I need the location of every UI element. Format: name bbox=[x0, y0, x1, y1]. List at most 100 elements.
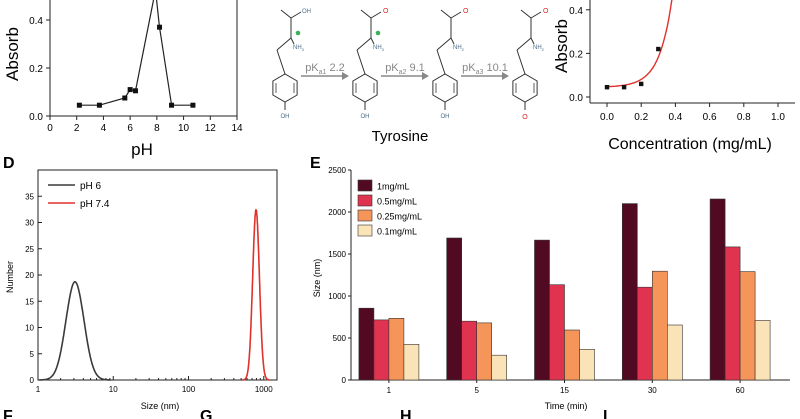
panel-label-h: H bbox=[400, 408, 412, 419]
panel-c-x-tick-label: 0.0 bbox=[600, 112, 614, 123]
panel-e-y-tick-label: 1000 bbox=[328, 292, 346, 301]
panel-c-point bbox=[621, 84, 627, 90]
pka-arrow-2: pKa2 9.1 bbox=[381, 62, 429, 80]
bond bbox=[290, 37, 295, 45]
panel-a-point bbox=[157, 24, 163, 30]
pka-arrows: pKa1 2.2 pKa2 9.1 pKa3 10.1 bbox=[301, 62, 509, 80]
panel-a-point bbox=[76, 102, 82, 108]
amine-group: NH3 bbox=[373, 45, 385, 52]
bond bbox=[436, 37, 452, 51]
panel-d-y-tick-label: 15 bbox=[25, 297, 34, 306]
panel-c-x-tick-label: 1.0 bbox=[771, 112, 785, 123]
panel-label-g: G bbox=[200, 408, 212, 419]
panel-c-y-ticks: 0.0 0.2 0.4 bbox=[569, 6, 590, 104]
panel-e-bar bbox=[373, 319, 390, 381]
charge-marker bbox=[295, 30, 301, 36]
phenol-oh: OH bbox=[361, 114, 370, 120]
panel-c-fit-curve bbox=[606, 0, 673, 88]
panel-a-y-ticks: 0.0 0.2 0.4 bbox=[29, 16, 50, 123]
panel-d-y-tick-label: 25 bbox=[25, 245, 34, 254]
panel-e-y-tick-label: 2500 bbox=[328, 166, 346, 175]
panel-e-y-tick-label: 500 bbox=[333, 334, 347, 343]
panel-e-y-label: Size (nm) bbox=[312, 259, 322, 298]
bond bbox=[370, 11, 382, 19]
panel-e-x-ticks: 1 5 15 30 60 bbox=[387, 380, 745, 395]
panel-d-y-tick-label: 30 bbox=[25, 219, 34, 228]
legend-label-ph6: pH 6 bbox=[80, 181, 102, 192]
panel-c-x-label: Concentration (mg/mL) bbox=[608, 136, 772, 153]
panel-c-y-label: Absorb bbox=[552, 19, 571, 73]
bond bbox=[516, 37, 532, 51]
panel-c-points bbox=[604, 46, 661, 90]
bond bbox=[530, 11, 542, 19]
panel-a-y-tick-label: 0.4 bbox=[29, 16, 43, 27]
panel-e-bar bbox=[491, 354, 508, 381]
panel-c-point bbox=[639, 81, 644, 87]
panel-e-bar bbox=[549, 284, 565, 381]
benzene-ring bbox=[352, 73, 378, 103]
panel-e-bar bbox=[724, 246, 741, 381]
panel-e-legend: 1mg/mL 0.5mg/mL 0.25mg/mL 0.1mg/mL bbox=[357, 179, 422, 237]
tyrosine-label: Tyrosine bbox=[372, 128, 429, 145]
panel-a-point bbox=[190, 102, 196, 108]
legend-label-ph74: pH 7.4 bbox=[80, 199, 110, 210]
panel-e-bar bbox=[388, 317, 405, 381]
panel-a-y-tick-label: 0.0 bbox=[29, 112, 43, 123]
panel-d-legend: pH 6 pH 7.4 bbox=[48, 181, 110, 210]
panel-c-point bbox=[656, 46, 661, 52]
phenolate-o: O bbox=[522, 114, 528, 121]
panel-e-x-label: Time (min) bbox=[545, 401, 588, 411]
panel-e-x-tick-label: 5 bbox=[474, 386, 479, 395]
panel-d-y-ticks: 0 5 10 15 20 25 30 35 bbox=[25, 192, 42, 385]
panel-c: 0.0 0.2 0.4 0.6 0.8 1.0 0.0 0.2 0.4 Absorb Conc… bbox=[552, 0, 795, 153]
panel-d-curves bbox=[38, 208, 270, 381]
panel-d-frame bbox=[37, 169, 278, 381]
panel-e-y-tick-label: 1500 bbox=[328, 250, 346, 259]
panel-e-bar bbox=[446, 237, 463, 381]
panel-a-x-tick-label: 10 bbox=[178, 123, 190, 134]
legend-swatch bbox=[357, 209, 373, 222]
bond bbox=[450, 37, 455, 45]
amine-subscript: 2 bbox=[542, 47, 545, 52]
panel-e-y-ticks: 0 500 1000 1500 2000 2500 bbox=[328, 166, 351, 385]
panel-e-bar bbox=[651, 270, 668, 381]
panel-d-curve-ph74 bbox=[242, 208, 270, 381]
amine-subscript: 2 bbox=[462, 47, 465, 52]
panel-e-x-tick-label: 1 bbox=[387, 386, 392, 395]
panel-d-y-tick-label: 35 bbox=[25, 192, 34, 201]
panel-label-f: F bbox=[3, 408, 13, 419]
panel-e-bar bbox=[709, 198, 726, 381]
panel-a-y-tick-label: 0.2 bbox=[29, 64, 43, 75]
arrow-head bbox=[342, 72, 349, 80]
legend-swatch bbox=[357, 194, 373, 207]
panel-a-point bbox=[169, 102, 175, 108]
bond bbox=[360, 9, 372, 19]
panel-label-d: D bbox=[3, 155, 15, 172]
panel-e-bar bbox=[534, 239, 550, 381]
panel-e-y-tick-label: 2000 bbox=[328, 208, 346, 217]
bond bbox=[440, 9, 452, 19]
bond bbox=[520, 9, 532, 19]
panel-e-bar bbox=[564, 329, 580, 381]
panel-c-x-tick-label: 0.6 bbox=[703, 112, 717, 123]
pka-value: 10.1 bbox=[483, 62, 507, 74]
pka-value: 2.2 bbox=[326, 62, 344, 74]
panel-a-point bbox=[132, 88, 138, 94]
pka-subscript: a1 bbox=[319, 69, 327, 76]
legend-swatch bbox=[357, 224, 373, 237]
panel-e-bar bbox=[358, 307, 375, 381]
legend-label: 0.1mg/mL bbox=[377, 227, 417, 237]
bond bbox=[290, 11, 302, 19]
panel-d-y-tick-label: 20 bbox=[25, 271, 34, 280]
panel-c-x-tick-label: 0.8 bbox=[737, 112, 751, 123]
panel-a-x-tick-label: 6 bbox=[127, 123, 133, 134]
legend-label: 0.25mg/mL bbox=[377, 212, 422, 222]
panel-d-x-tick-label: 100 bbox=[182, 385, 196, 394]
amine-group: NH2 bbox=[453, 45, 465, 52]
panel-a-x-ticks: 0 2 4 6 8 10 12 14 bbox=[47, 116, 243, 134]
panel-e-bars bbox=[358, 198, 771, 381]
panel-a-x-tick-label: 8 bbox=[154, 123, 160, 134]
phenol-oh: OH bbox=[441, 114, 450, 120]
panel-a: 0 2 4 6 8 10 12 14 0.0 0.2 0.4 Absorb pH bbox=[3, 0, 243, 159]
panel-a-x-tick-label: 2 bbox=[74, 123, 80, 134]
